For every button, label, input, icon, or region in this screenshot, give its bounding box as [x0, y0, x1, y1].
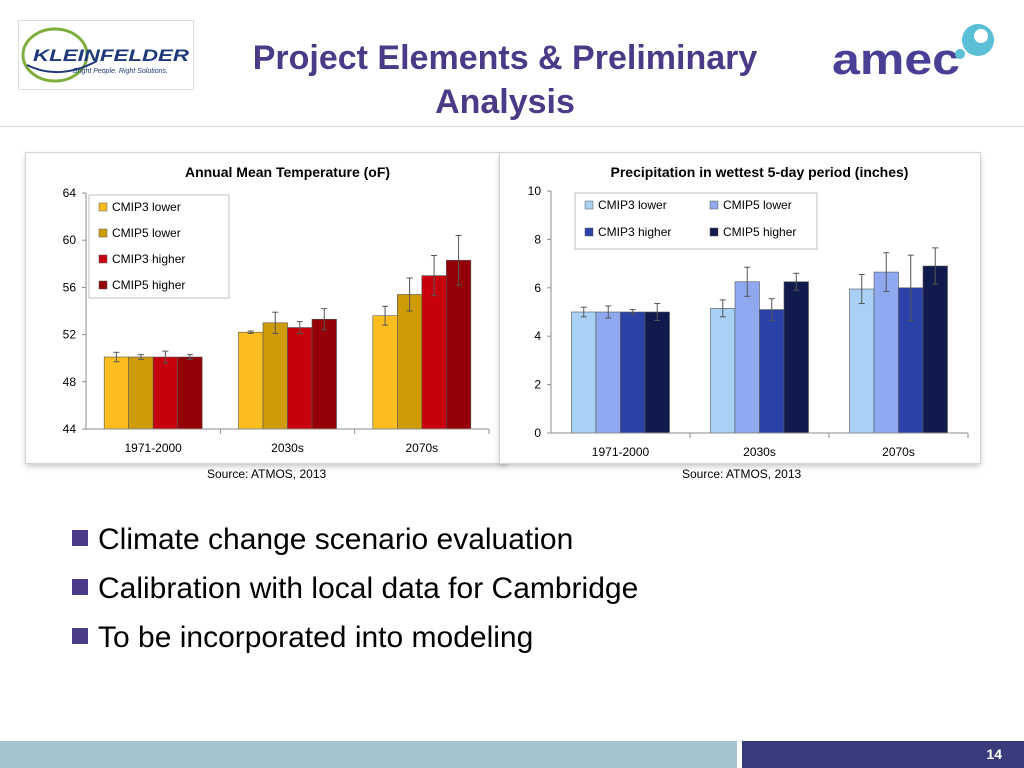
x-tick-label: 2070s: [882, 445, 915, 459]
bar: [177, 356, 203, 430]
legend-swatch: [98, 280, 108, 290]
chart-title: Annual Mean Temperature (oF): [185, 164, 390, 180]
y-tick-label: 8: [534, 232, 541, 246]
bar: [152, 356, 178, 430]
bar: [128, 356, 154, 430]
x-tick-label: 1971-2000: [124, 441, 182, 455]
y-tick-label: 44: [63, 422, 77, 436]
legend-swatch: [709, 227, 719, 237]
bullet-square-icon: [72, 628, 88, 644]
bar: [759, 309, 785, 434]
bar: [734, 281, 760, 434]
bar: [595, 311, 621, 434]
kleinfelder-logo: KLEINFELDER Bright People. Right Solutio…: [18, 20, 194, 90]
legend-swatch: [709, 200, 719, 210]
legend-label: CMIP5 higher: [723, 225, 796, 239]
precipitation-chart: Precipitation in wettest 5-day period (i…: [500, 153, 980, 463]
legend-box: [574, 192, 818, 250]
bar: [710, 308, 736, 434]
slide-title-line2: Analysis: [435, 83, 575, 121]
bar: [849, 288, 875, 434]
bar: [103, 356, 129, 430]
bar: [644, 311, 670, 434]
bar: [372, 315, 398, 430]
bar: [571, 311, 597, 434]
amec-wordmark: amec: [832, 35, 960, 80]
y-tick-label: 48: [63, 375, 77, 389]
temperature-chart: Annual Mean Temperature (oF) 44 48 52 56 60 64…: [26, 153, 506, 463]
bar: [311, 318, 337, 430]
header-divider: [0, 126, 1024, 127]
legend-label: CMIP5 lower: [723, 198, 792, 212]
legend-label: CMIP3 lower: [112, 200, 181, 214]
bullet-list: Climate change scenario evaluation Calib…: [72, 518, 638, 665]
bullet-text: To be incorporated into modeling: [98, 621, 534, 654]
amec-bubble-inner: [974, 29, 988, 43]
precipitation-chart-svg: Precipitation in wettest 5-day period (i…: [528, 164, 969, 459]
legend-swatch: [98, 254, 108, 264]
y-tick-label: 64: [63, 186, 77, 200]
y-tick-label: 52: [63, 328, 77, 342]
bullet-item: To be incorporated into modeling: [72, 616, 638, 665]
slide-title-line1: Project Elements & Preliminary: [252, 39, 758, 77]
legend-swatch: [98, 228, 108, 238]
x-tick-label: 2030s: [743, 445, 776, 459]
y-tick-label: 4: [534, 329, 541, 343]
bar: [446, 259, 472, 430]
precipitation-chart-source: Source: ATMOS, 2013: [682, 467, 802, 481]
bar: [783, 281, 809, 434]
amec-bubble-dot: [955, 49, 965, 59]
bar: [262, 322, 288, 430]
bar: [922, 265, 948, 434]
y-tick-label: 10: [528, 184, 542, 198]
legend-label: CMIP3 higher: [598, 225, 671, 239]
x-tick-label: 1971-2000: [592, 445, 650, 459]
bar: [397, 294, 423, 430]
bar: [873, 271, 899, 434]
bullet-text: Climate change scenario evaluation: [98, 523, 574, 556]
kleinfelder-swoosh: [21, 27, 89, 83]
legend-swatch: [584, 200, 594, 210]
kleinfelder-tagline: Bright People. Right Solutions.: [73, 68, 168, 75]
legend-label: CMIP3 lower: [598, 198, 667, 212]
bullet-item: Climate change scenario evaluation: [72, 518, 638, 567]
x-tick-label: 2030s: [271, 441, 304, 455]
slide-title: Project Elements & Preliminary Analysis: [200, 36, 810, 124]
y-tick-label: 2: [534, 378, 541, 392]
y-tick-label: 56: [63, 280, 77, 294]
bar: [620, 311, 646, 434]
bullet-square-icon: [72, 530, 88, 546]
bar: [238, 331, 264, 430]
bullet-square-icon: [72, 579, 88, 595]
legend-label: CMIP3 higher: [112, 252, 185, 266]
bullet-text: Calibration with local data for Cambridg…: [98, 572, 639, 605]
temperature-chart-svg: Annual Mean Temperature (oF) 44 48 52 56 60 64…: [63, 164, 490, 455]
bar: [421, 275, 447, 430]
footer-bar-right: [742, 741, 1024, 768]
amec-logo: amec: [830, 18, 1000, 84]
x-tick-label: 2070s: [405, 441, 438, 455]
kleinfelder-wordmark: KLEINFELDER: [33, 46, 190, 65]
y-tick-label: 0: [534, 426, 541, 440]
legend-label: CMIP5 higher: [112, 278, 185, 292]
page-number: 14: [986, 746, 1002, 762]
y-tick-label: 6: [534, 281, 541, 295]
bullet-item: Calibration with local data for Cambridg…: [72, 567, 638, 616]
legend-swatch: [584, 227, 594, 237]
legend-swatch: [98, 202, 108, 212]
legend-box: [88, 194, 230, 299]
legend-label: CMIP5 lower: [112, 226, 181, 240]
bar: [287, 327, 313, 430]
kleinfelder-swoosh-accent: [26, 60, 98, 74]
temperature-chart-source: Source: ATMOS, 2013: [207, 467, 327, 481]
y-tick-label: 60: [63, 233, 77, 247]
chart-title: Precipitation in wettest 5-day period (i…: [611, 164, 909, 180]
footer-bar-left: [0, 741, 737, 768]
